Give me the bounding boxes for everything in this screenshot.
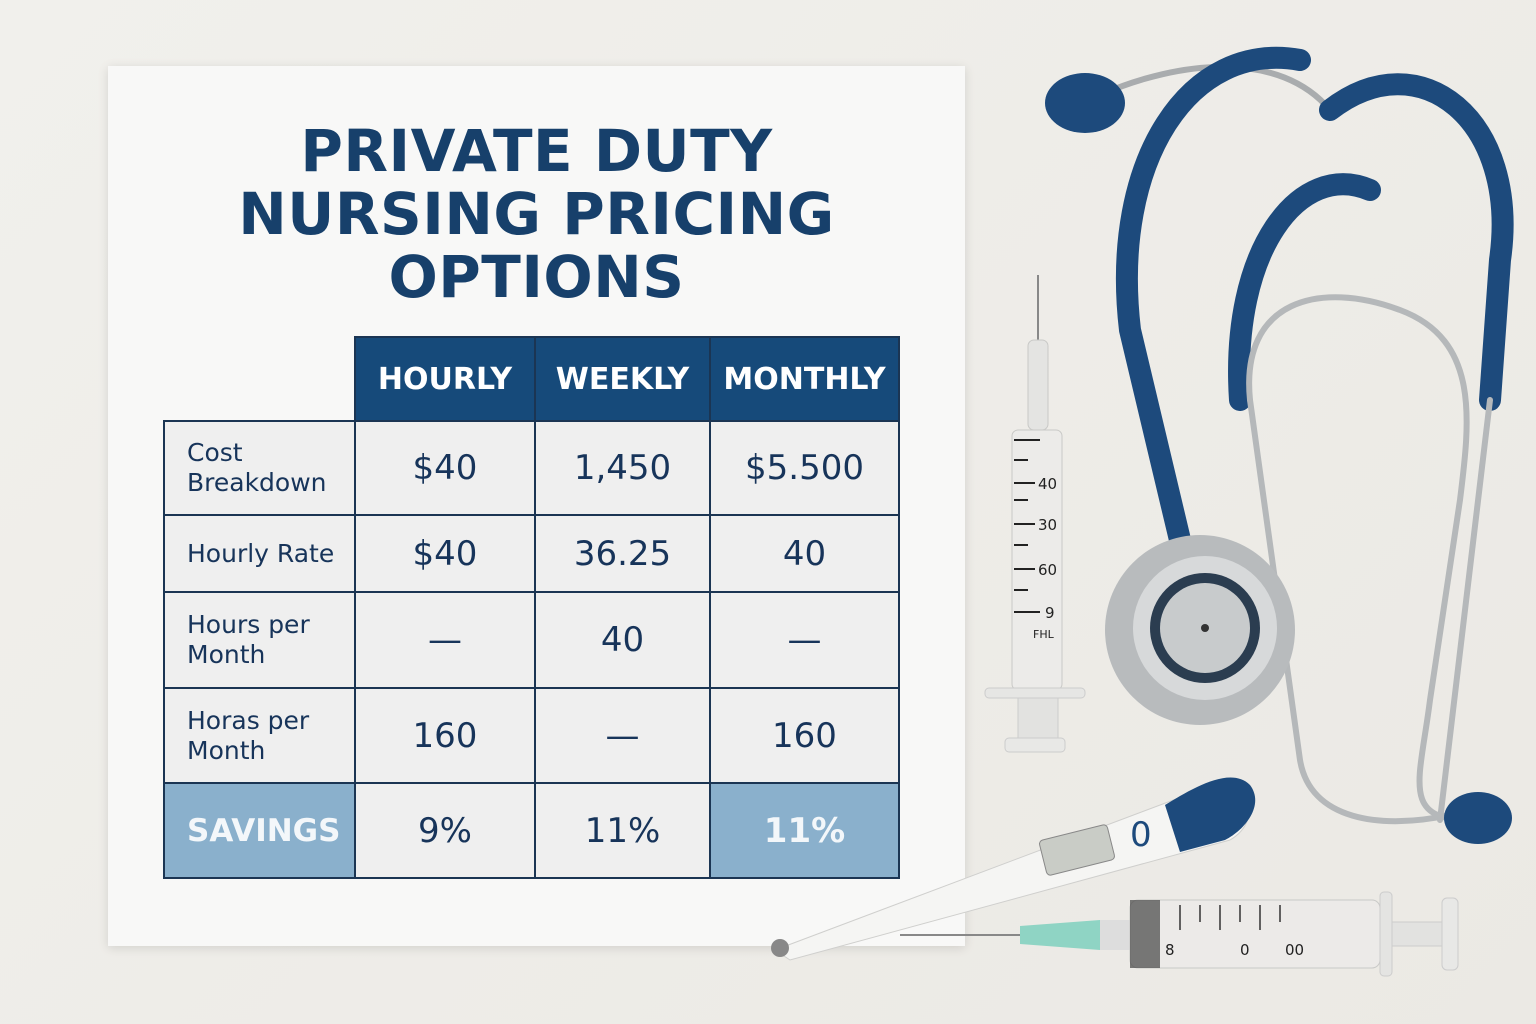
pricing-table: HOURLY WEEKLY MONTHLY Cost Breakdown $40… bbox=[163, 336, 900, 879]
scale-label: 00 bbox=[1285, 941, 1304, 959]
title-line: OPTIONS bbox=[388, 243, 685, 311]
chestpiece-icon bbox=[1105, 535, 1295, 725]
cell: $40 bbox=[354, 514, 536, 593]
cell: — bbox=[709, 591, 900, 689]
cell: $40 bbox=[354, 420, 536, 516]
row-label: Cost Breakdown bbox=[163, 420, 356, 516]
scale-label: 8 bbox=[1165, 941, 1175, 959]
cell: 9% bbox=[354, 782, 536, 879]
table-row: Hourly Rate $40 36.25 40 bbox=[163, 514, 900, 593]
scale-label: 9 bbox=[1045, 604, 1055, 622]
column-header-weekly: WEEKLY bbox=[534, 336, 711, 422]
thermometer-button-icon: 0 bbox=[1130, 815, 1152, 855]
cell: — bbox=[354, 591, 536, 689]
cell: $5.500 bbox=[709, 420, 900, 516]
row-label: Hourly Rate bbox=[163, 514, 356, 593]
earpiece-icon bbox=[1045, 73, 1125, 133]
title-line: PRIVATE DUTY bbox=[300, 117, 773, 185]
cell: 160 bbox=[354, 687, 536, 784]
table-row: Cost Breakdown $40 1,450 $5.500 bbox=[163, 420, 900, 516]
cell: 40 bbox=[534, 591, 711, 689]
savings-row: SAVINGS 9% 11% 11% bbox=[163, 782, 900, 879]
scale-label: 60 bbox=[1038, 561, 1057, 579]
cell: 11% bbox=[534, 782, 711, 879]
thermometer-icon: 0 bbox=[771, 777, 1256, 961]
cell: 160 bbox=[709, 687, 900, 784]
row-label: Hours per Month bbox=[163, 591, 356, 689]
column-header-monthly: MONTHLY bbox=[709, 336, 900, 422]
stethoscope-icon bbox=[1097, 47, 1514, 825]
syringe-icon: 40 30 60 9 FHL bbox=[984, 275, 1086, 753]
scale-label: 30 bbox=[1038, 516, 1057, 534]
cell: 36.25 bbox=[534, 514, 711, 593]
title-line: NURSING PRICING bbox=[238, 180, 835, 248]
column-header-hourly: HOURLY bbox=[354, 336, 536, 422]
table-row: Horas per Month 160 — 160 bbox=[163, 687, 900, 784]
header-row: HOURLY WEEKLY MONTHLY bbox=[164, 336, 900, 422]
syringe-icon: 8 0 00 bbox=[900, 891, 1459, 977]
scale-label: 0 bbox=[1240, 941, 1250, 959]
pricing-sheet: PRIVATE DUTY NURSING PRICING OPTIONS HOU… bbox=[108, 66, 965, 946]
cell: 1,450 bbox=[534, 420, 711, 516]
earpiece-icon bbox=[1444, 792, 1512, 844]
page-title: PRIVATE DUTY NURSING PRICING OPTIONS bbox=[108, 120, 965, 309]
scale-label: 40 bbox=[1038, 475, 1057, 493]
cell: 11% bbox=[709, 782, 900, 879]
row-label: Horas per Month bbox=[163, 687, 356, 784]
cell: 40 bbox=[709, 514, 900, 593]
scale-label: FHL bbox=[1033, 628, 1055, 641]
row-label: SAVINGS bbox=[163, 782, 356, 879]
table-row: Hours per Month — 40 — bbox=[163, 591, 900, 689]
cell: — bbox=[534, 687, 711, 784]
